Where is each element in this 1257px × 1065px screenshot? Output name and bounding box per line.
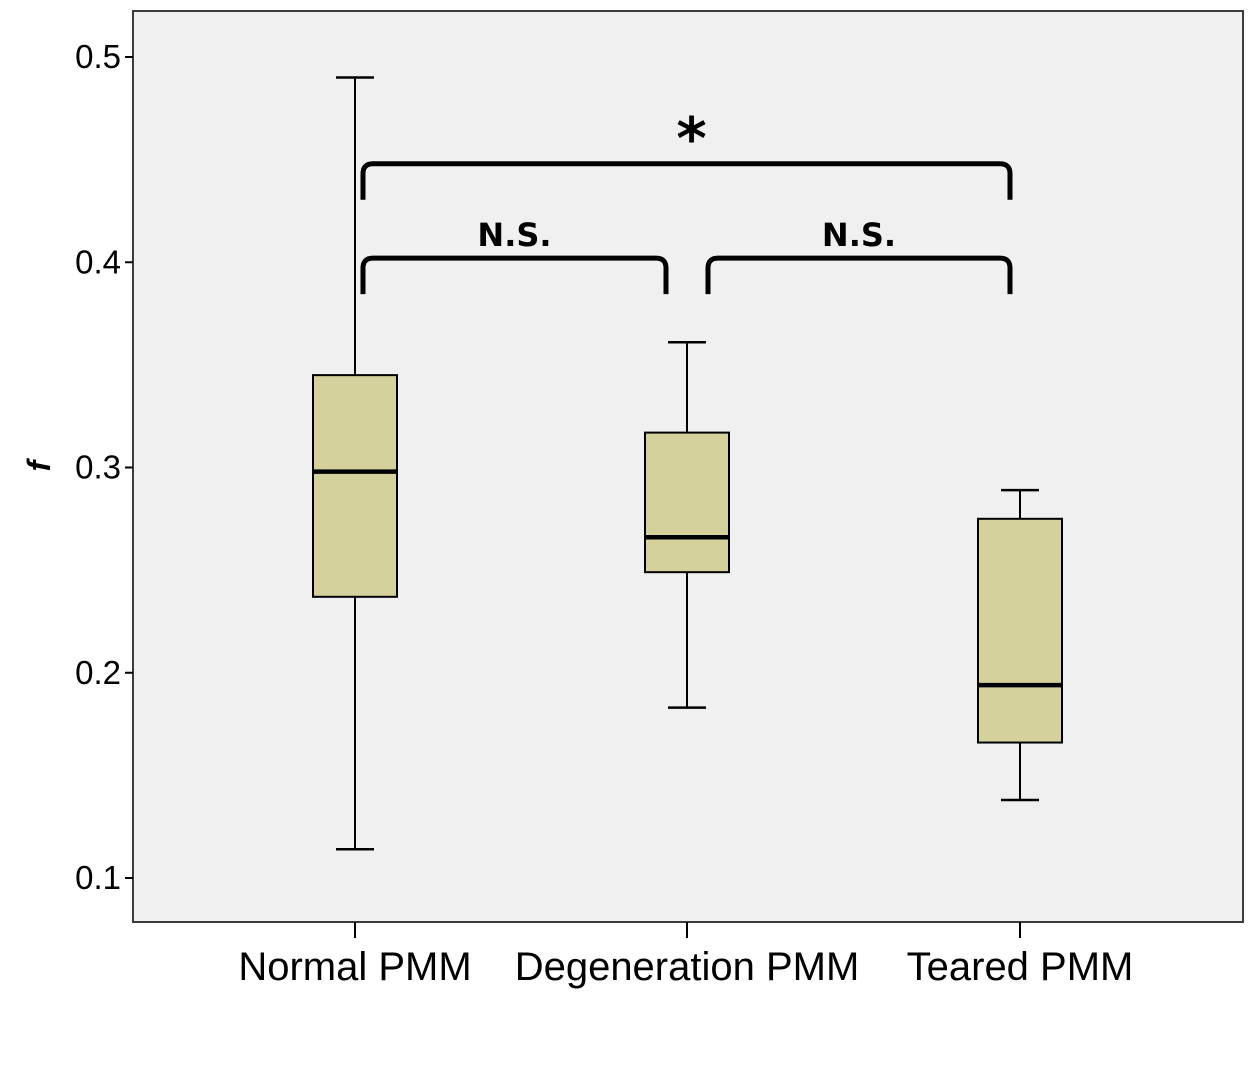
box-1 — [312, 76, 398, 851]
not-significant-label: N.S. — [477, 216, 551, 254]
y-tick-label: 0.1 — [75, 859, 121, 896]
x-axis: Normal PMM Degeneration PMM Teared PMM — [238, 922, 1133, 989]
x-category-label: Degeneration PMM — [515, 945, 860, 989]
significance-bracket-3: * — [360, 105, 1013, 200]
box-series — [312, 76, 1063, 851]
y-axis: 0.1 0.2 0.3 0.4 0.5 — [75, 38, 133, 896]
x-category-label: Teared PMM — [907, 945, 1134, 989]
box-3 — [977, 488, 1063, 802]
bracket-line — [360, 161, 1013, 200]
significance-bracket-1: N.S. — [360, 216, 669, 295]
x-category-label: Normal PMM — [238, 945, 471, 989]
not-significant-label: N.S. — [822, 216, 896, 254]
significance-annotations: N.S. N.S. * — [360, 105, 1013, 295]
iqr-box — [644, 431, 730, 574]
y-tick-label: 0.5 — [75, 38, 121, 75]
y-tick-label: 0.2 — [75, 654, 121, 691]
iqr-box — [977, 517, 1063, 744]
significance-bracket-2: N.S. — [705, 216, 1013, 295]
iqr-box — [312, 374, 398, 598]
y-tick-label: 0.4 — [75, 243, 121, 280]
y-axis-label: f — [21, 457, 57, 471]
significance-star-label: * — [676, 105, 706, 173]
y-tick-label: 0.3 — [75, 449, 121, 486]
bracket-line — [705, 255, 1013, 295]
bracket-line — [360, 255, 669, 295]
box-2 — [644, 341, 730, 709]
